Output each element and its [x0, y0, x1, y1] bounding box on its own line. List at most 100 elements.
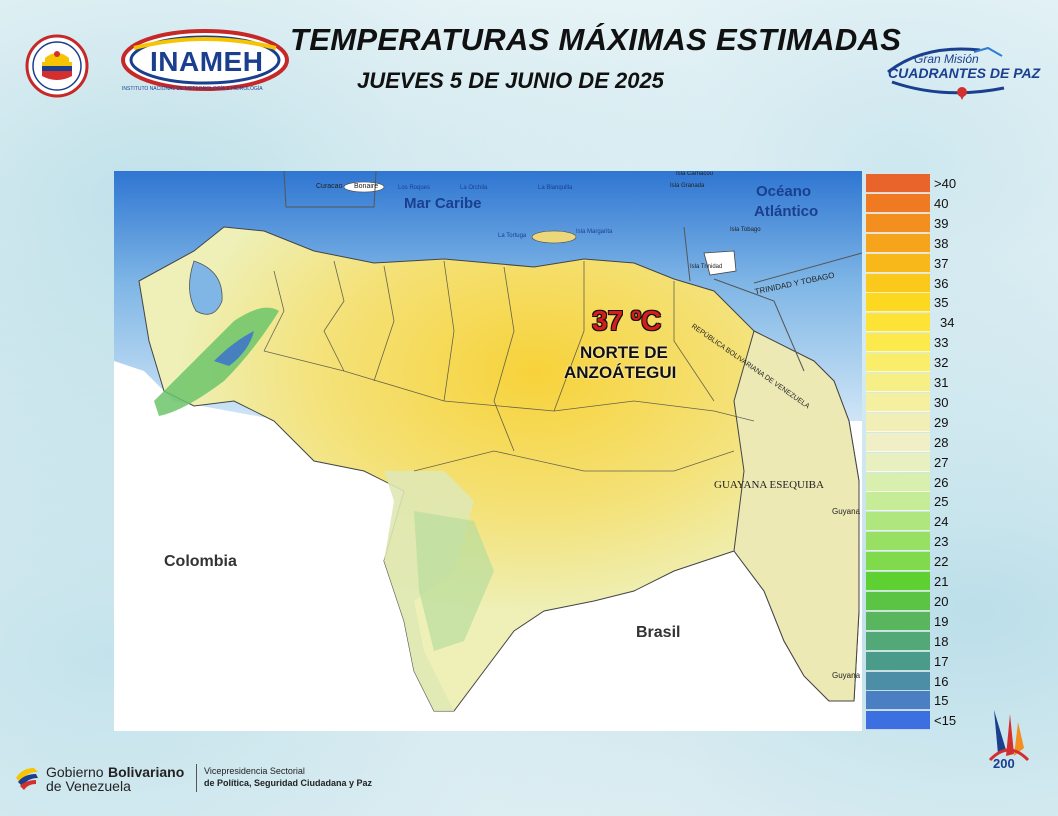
label-isla-granada: Isla Granada	[670, 183, 705, 189]
inameh-logo-text: INAMEH	[150, 46, 264, 77]
legend-swatch	[866, 373, 930, 392]
flag-icon	[16, 768, 38, 790]
cuadrantes-de-paz-logo: Gran Misión CUADRANTES DE PAZ	[884, 38, 1044, 102]
legend-swatch	[866, 711, 930, 731]
legend-label: 37	[934, 255, 949, 271]
label-atlantico: Atlántico	[754, 203, 819, 220]
label-guayana-esequiba: GUAYANA ESEQUIBA	[714, 479, 824, 491]
label-curacao: Curacao	[316, 183, 343, 190]
temperature-map: Mar Caribe Océano Atlántico Colombia Bra…	[114, 171, 862, 731]
cuadrantes-logo-line2: CUADRANTES DE PAZ	[888, 65, 1041, 81]
legend-swatch	[866, 611, 930, 631]
legend-label: >40	[934, 176, 957, 191]
ministry-seal-logo	[25, 34, 89, 98]
legend-label: 26	[934, 474, 949, 490]
gob-line1-b: Bolivariano	[108, 764, 185, 780]
legend-swatch	[866, 432, 930, 452]
label-la-blanquilla: La Blanquilla	[538, 185, 573, 191]
label-oceano: Océano	[756, 183, 812, 200]
vice-line2: de Política, Seguridad Ciudadana y Paz	[204, 778, 373, 788]
label-la-orchila: La Orchila	[460, 185, 488, 191]
label-isla-tobago: Isla Tobago	[730, 227, 761, 233]
legend-swatch	[866, 253, 930, 273]
legend-swatch	[866, 193, 930, 213]
legend-label: 38	[934, 235, 949, 251]
legend-label: 30	[934, 394, 949, 410]
legend-label: 35	[934, 295, 949, 311]
page-subtitle: JUEVES 5 DE JUNIO DE 2025	[357, 68, 664, 93]
legend-label: 33	[934, 335, 949, 351]
label-la-tortuga: La Tortuga	[498, 233, 527, 239]
legend-swatch	[866, 671, 930, 691]
legend-label: 25	[934, 494, 949, 510]
legend-label: 28	[934, 434, 949, 450]
footer-divider	[196, 764, 197, 792]
label-bonaire: Bonaire	[354, 183, 379, 190]
legend-swatch	[866, 392, 930, 412]
temperature-legend	[866, 174, 932, 731]
map-graphic	[114, 171, 862, 731]
legend-swatch	[866, 273, 930, 293]
legend-swatch	[866, 512, 930, 532]
legend-swatch	[866, 492, 930, 512]
highlight-region-line2: ANZOÁTEGUI	[564, 363, 677, 382]
legend-swatch	[866, 313, 930, 333]
label-isla-carriacou: Isla Carriacou	[676, 171, 714, 177]
legend-label: <15	[934, 713, 957, 729]
legend-label: 34	[940, 315, 955, 331]
vice-line1: Vicepresidencia Sectorial	[204, 766, 305, 776]
label-guyana-1: Guyana	[832, 507, 861, 516]
label-isla-trinidad: Isla Trinidad	[690, 264, 723, 270]
legend-swatch	[866, 293, 930, 313]
legend-label: 29	[934, 414, 949, 430]
legend-label: 23	[934, 534, 949, 550]
label-brasil: Brasil	[636, 624, 681, 641]
legend-label: 32	[934, 355, 949, 371]
inameh-logo-caption: INSTITUTO NACIONAL DE METEOROLOGÍA E HID…	[122, 86, 263, 92]
cuadrantes-logo-line1: Gran Misión	[914, 52, 979, 66]
legend-swatch	[866, 213, 930, 233]
gobierno-footer-logo: Gobierno Bolivariano de Venezuela Vicepr…	[14, 760, 374, 794]
inameh-logo: INAMEH INSTITUTO NACIONAL DE METEOROLOGÍ…	[120, 28, 290, 92]
legend-swatch	[866, 591, 930, 611]
legend-swatch	[866, 333, 930, 353]
legend-label: 15	[934, 693, 949, 709]
legend-label: 17	[934, 653, 949, 669]
page-title: TEMPERATURAS MÁXIMAS ESTIMADAS	[290, 22, 902, 57]
legend-swatch	[866, 532, 930, 552]
legend-swatch	[866, 452, 930, 472]
legend-label: 20	[934, 593, 949, 609]
label-mar-caribe: Mar Caribe	[404, 195, 482, 212]
legend-swatch	[866, 691, 930, 711]
legend-label: 39	[934, 215, 949, 231]
legend-swatch	[866, 412, 930, 432]
legend-swatch	[866, 572, 930, 591]
bicentenario-number: 200	[993, 756, 1015, 771]
legend-swatch	[866, 651, 930, 671]
legend-swatch	[866, 472, 930, 492]
legend-label: 22	[934, 554, 949, 570]
legend-label: 27	[934, 454, 949, 470]
highlight-temperature: 37 ºC	[592, 305, 662, 336]
legend-label: 21	[934, 574, 949, 589]
legend-label: 16	[934, 673, 949, 689]
label-los-roques: Los Roques	[398, 185, 431, 191]
gob-line1-a: Gobierno	[46, 764, 104, 780]
legend-swatch	[866, 631, 930, 651]
label-colombia: Colombia	[164, 553, 237, 570]
legend-label: 31	[934, 375, 949, 390]
bicentenario-logo: 200	[984, 700, 1034, 810]
legend-label: 19	[934, 613, 949, 629]
label-isla-margarita: Isla Margarita	[576, 229, 613, 235]
label-guyana-2: Guyana	[832, 671, 861, 680]
legend-swatch	[866, 233, 930, 253]
legend-swatch	[866, 174, 930, 193]
legend-label: 18	[934, 633, 949, 649]
gob-line2: de Venezuela	[46, 778, 131, 794]
legend-label: 24	[934, 514, 949, 530]
legend-swatch	[866, 552, 930, 572]
legend-label: 40	[934, 195, 949, 211]
highlight-region-line1: NORTE DE	[580, 343, 668, 362]
legend-label: 36	[934, 275, 949, 291]
legend-swatch	[866, 353, 930, 373]
